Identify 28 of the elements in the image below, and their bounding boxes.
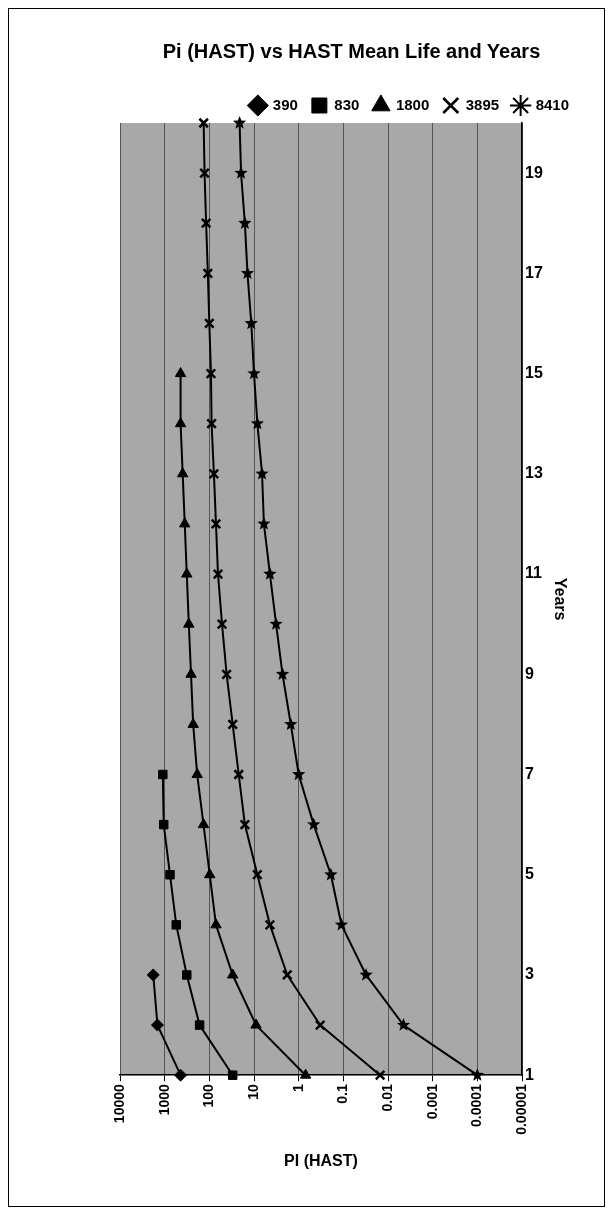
legend-label: 3895	[465, 95, 500, 113]
x-tick-label: 10	[244, 1083, 261, 1100]
x-tick-label: 0.1	[334, 1083, 351, 1104]
y-tick-label: 19	[525, 163, 543, 181]
y-tick-label: 17	[525, 263, 543, 281]
x-tick-label: 10000	[110, 1083, 127, 1124]
chart-title: Pi (HAST) vs HAST Mean Life and Years	[162, 39, 541, 62]
legend-label: 8410	[535, 95, 570, 113]
y-axis-title: Years	[551, 577, 569, 621]
x-tick-label: 1000	[155, 1083, 172, 1116]
legend-label: 390	[272, 95, 298, 113]
y-tick-label: 7	[525, 764, 534, 782]
y-tick-label: 9	[525, 664, 534, 682]
y-tick-label: 15	[525, 363, 543, 381]
x-tick-label: 1	[289, 1083, 306, 1092]
y-tick-label: 13	[525, 464, 543, 482]
legend-label: 830	[334, 95, 360, 113]
x-tick-label: 0.0001	[468, 1083, 485, 1128]
x-tick-label: 0.00001	[512, 1083, 529, 1135]
y-tick-label: 3	[525, 965, 534, 983]
x-axis-title: PI (HAST)	[284, 1151, 358, 1169]
x-tick-label: 0.01	[378, 1083, 395, 1112]
x-tick-label: 0.001	[423, 1083, 440, 1120]
legend-label: 1800	[395, 95, 430, 113]
y-tick-label: 5	[525, 865, 534, 883]
x-tick-label: 100	[200, 1083, 217, 1108]
y-tick-label: 11	[525, 564, 543, 582]
y-tick-label: 1	[525, 1065, 534, 1083]
